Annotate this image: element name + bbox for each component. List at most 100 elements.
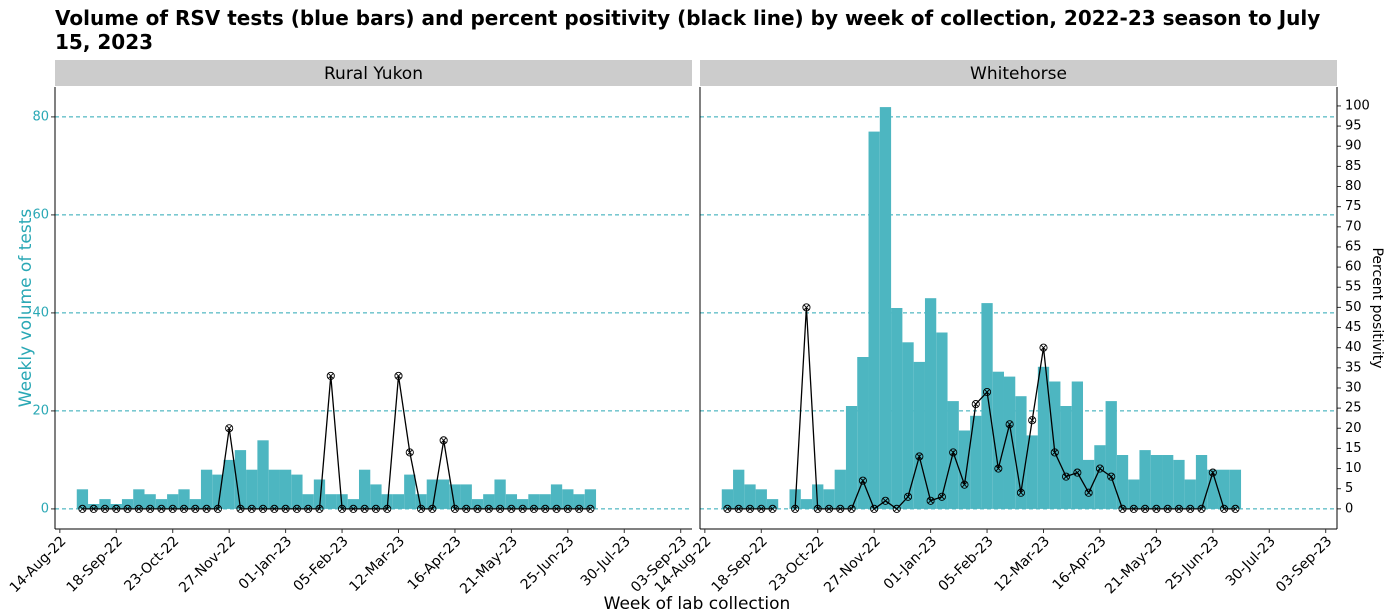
point-circle bbox=[870, 504, 879, 513]
point-circle bbox=[926, 496, 935, 505]
point-circle bbox=[247, 504, 256, 513]
bar bbox=[347, 499, 359, 509]
point bbox=[518, 504, 527, 513]
point bbox=[1152, 504, 1161, 513]
point-circle bbox=[146, 504, 155, 513]
point bbox=[723, 504, 732, 513]
point bbox=[326, 371, 335, 380]
point-cross bbox=[576, 506, 582, 512]
bar bbox=[1173, 459, 1185, 509]
point-cross bbox=[769, 506, 776, 512]
point-cross bbox=[1164, 506, 1171, 512]
bar bbox=[325, 494, 337, 509]
point-cross bbox=[950, 449, 957, 456]
point bbox=[473, 504, 482, 513]
bar bbox=[913, 361, 925, 509]
point-circle bbox=[360, 504, 369, 513]
point-cross bbox=[1063, 473, 1069, 480]
point-circle bbox=[768, 504, 777, 513]
point bbox=[100, 504, 110, 513]
point-circle bbox=[1186, 504, 1195, 513]
point bbox=[937, 492, 946, 501]
point-cross bbox=[215, 506, 221, 512]
bar bbox=[550, 484, 563, 509]
point-circle bbox=[394, 371, 403, 380]
point bbox=[507, 504, 516, 513]
point bbox=[1016, 488, 1025, 497]
point-cross bbox=[1029, 417, 1036, 424]
point bbox=[1163, 504, 1172, 513]
y2-tick-label: 100 bbox=[1345, 98, 1370, 113]
y2-tick-label: 65 bbox=[1345, 239, 1362, 254]
point bbox=[450, 504, 459, 513]
bar bbox=[121, 499, 134, 509]
y2-tick-label: 50 bbox=[1345, 300, 1362, 315]
point bbox=[586, 504, 595, 513]
point-cross bbox=[1018, 489, 1024, 496]
point-cross bbox=[406, 449, 413, 456]
bar bbox=[1116, 455, 1129, 509]
bar bbox=[404, 474, 416, 509]
y2-tick-label: 15 bbox=[1345, 441, 1362, 456]
point-cross bbox=[395, 373, 402, 379]
point bbox=[949, 448, 958, 457]
point bbox=[757, 504, 766, 513]
bar bbox=[234, 450, 247, 509]
bar bbox=[370, 484, 382, 509]
x-tick-label: 27-Nov-22 bbox=[176, 533, 239, 596]
x-tick-label: 21-May-23 bbox=[1102, 533, 1166, 597]
point-cross bbox=[1108, 473, 1115, 480]
point bbox=[462, 504, 471, 513]
point-cross bbox=[373, 506, 379, 512]
point-cross bbox=[282, 506, 289, 512]
point-circle bbox=[529, 504, 539, 513]
point-cross bbox=[1198, 506, 1205, 512]
bar bbox=[449, 484, 461, 509]
point-cross bbox=[758, 506, 765, 512]
point-circle bbox=[473, 504, 482, 513]
y2-tick-label: 10 bbox=[1345, 461, 1362, 476]
bar bbox=[562, 489, 574, 509]
point bbox=[1231, 504, 1240, 513]
bar bbox=[539, 494, 551, 509]
point-cross bbox=[1085, 489, 1092, 496]
point-cross bbox=[440, 437, 447, 444]
point-cross bbox=[1176, 506, 1182, 512]
point bbox=[89, 504, 98, 513]
y-tick-label: 60 bbox=[32, 207, 49, 222]
point bbox=[225, 424, 234, 433]
point-cross bbox=[1006, 421, 1013, 428]
point-cross bbox=[882, 497, 889, 504]
bar bbox=[834, 469, 846, 509]
bar bbox=[76, 489, 89, 509]
point-circle bbox=[971, 400, 980, 409]
point-circle bbox=[1039, 343, 1048, 352]
x-tick-label: 05-Feb-23 bbox=[291, 533, 352, 594]
bar bbox=[223, 459, 235, 509]
point bbox=[338, 504, 347, 513]
point bbox=[892, 504, 901, 513]
point-cross bbox=[136, 506, 142, 512]
point-circle bbox=[405, 448, 414, 457]
point-circle bbox=[123, 504, 132, 513]
point bbox=[1129, 504, 1138, 513]
point-circle bbox=[858, 476, 867, 485]
y2-tick-label: 90 bbox=[1345, 139, 1362, 154]
point-circle bbox=[304, 504, 313, 513]
point bbox=[768, 504, 777, 513]
point-cross bbox=[553, 506, 560, 512]
x-tick-label: 16-Apr-23 bbox=[405, 533, 465, 593]
point-cross bbox=[485, 506, 492, 512]
y2-tick-label: 80 bbox=[1345, 179, 1362, 194]
bar bbox=[167, 494, 179, 509]
point-cross bbox=[497, 506, 503, 512]
point-circle bbox=[1107, 472, 1116, 481]
point-cross bbox=[747, 506, 753, 512]
point-circle bbox=[112, 504, 121, 513]
point-circle bbox=[236, 504, 245, 513]
point-cross bbox=[226, 425, 232, 432]
point-cross bbox=[724, 506, 731, 512]
bar bbox=[189, 499, 201, 509]
bar bbox=[800, 499, 813, 509]
bar bbox=[902, 342, 914, 509]
